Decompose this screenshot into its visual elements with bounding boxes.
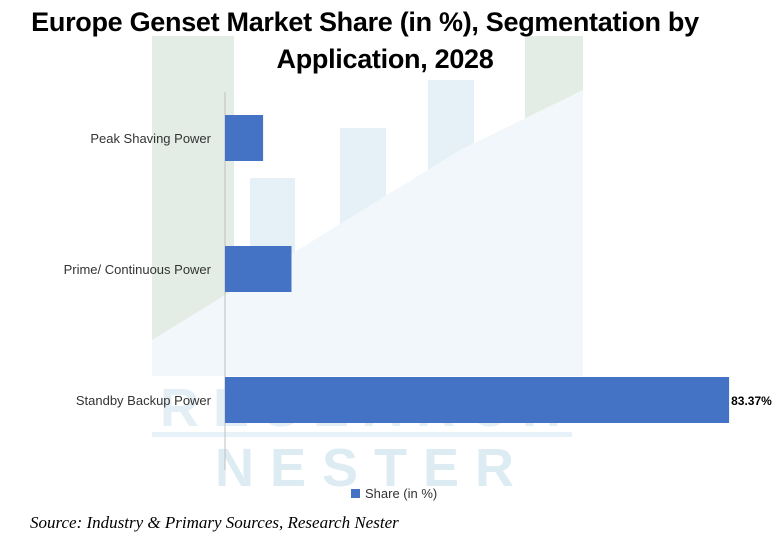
bar-peak-shaving-power: [225, 115, 264, 161]
legend-swatch: [351, 489, 360, 498]
category-label: Peak Shaving Power: [90, 131, 211, 146]
bar-standby-backup-power: [225, 377, 730, 423]
watermark-word2: NESTER: [215, 438, 530, 498]
chart-title-line1: Europe Genset Market Share (in %), Segme…: [31, 7, 699, 37]
chart-title-line2: Application, 2028: [276, 44, 494, 74]
chart-title: Europe Genset Market Share (in %), Segme…: [0, 4, 730, 78]
category-label: Standby Backup Power: [76, 393, 212, 408]
legend: Share (in %): [351, 486, 437, 501]
source-note: Source: Industry & Primary Sources, Rese…: [30, 513, 399, 532]
bar-prime-continuous-power: [225, 246, 292, 292]
legend-label: Share (in %): [365, 486, 438, 501]
category-label: Prime/ Continuous Power: [64, 262, 212, 277]
data-label: 83.37%: [731, 394, 772, 408]
